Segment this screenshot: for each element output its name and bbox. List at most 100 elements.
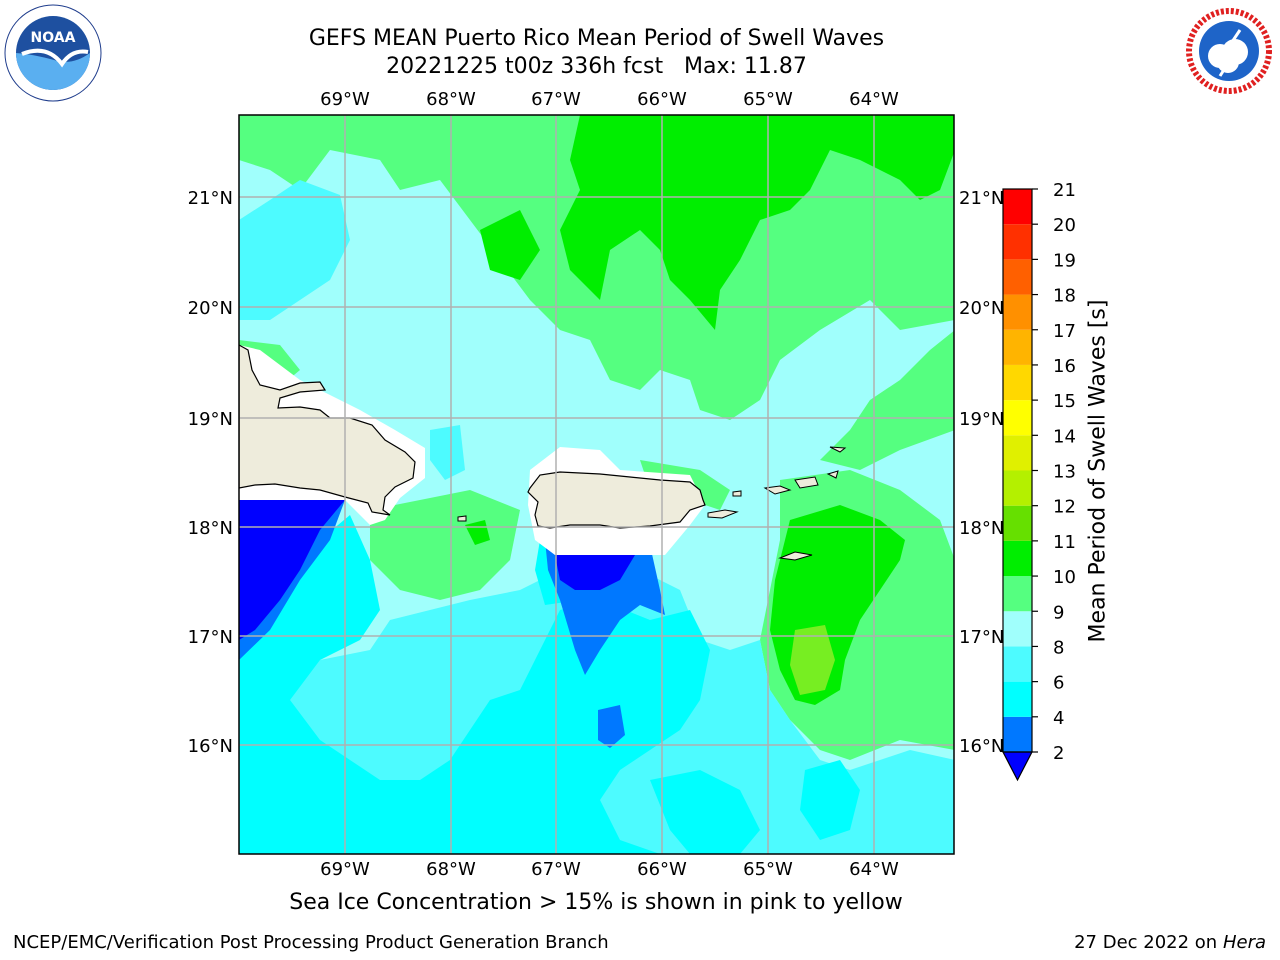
lon-label: 67°W — [531, 859, 581, 880]
colorbar-segment — [1003, 646, 1032, 682]
colorbar-segment — [1003, 716, 1032, 752]
colorbar-segment — [1003, 364, 1032, 401]
contour-fill-8-9 — [430, 425, 465, 480]
land-mona — [457, 515, 467, 522]
colorbar-label: Mean Period of Swell Waves [s] — [1085, 299, 1111, 643]
lat-label: 21°N — [188, 188, 233, 209]
credit-text: NCEP/EMC/Verification Post Processing Pr… — [13, 932, 609, 953]
colorbar-tick-label: 18 — [1053, 286, 1076, 307]
contour-fill-6-8 — [239, 515, 710, 854]
lat-label: 19°N — [188, 409, 233, 430]
lat-label: 20°N — [959, 298, 1004, 319]
contour-fill-10-11 — [370, 490, 520, 600]
sea-ice-note: Sea Ice Concentration > 15% is shown in … — [289, 890, 903, 915]
colorbar-tick-label: 11 — [1053, 532, 1076, 553]
lon-label: 65°W — [743, 859, 793, 880]
contour-fill-11-12 — [480, 210, 540, 280]
lat-label: 16°N — [959, 736, 1004, 757]
lon-label: 68°W — [426, 859, 476, 880]
colorbar-segment — [1003, 681, 1032, 717]
land-virgin-islands — [763, 485, 792, 495]
lat-label: 18°N — [188, 518, 233, 539]
colorbar-tick-label: 8 — [1053, 637, 1064, 658]
colorbar-segment — [1003, 294, 1032, 330]
land-st-croix — [778, 551, 813, 561]
lat-labels-left: 21°N 20°N 19°N 18°N 17°N 16°N — [188, 188, 233, 757]
colorbar-tick-label: 13 — [1053, 462, 1076, 483]
colorbar-tick-label: 21 — [1053, 180, 1076, 201]
noaa-logo-text: NOAA — [31, 30, 76, 46]
date-text: 27 Dec 2022 on Hera — [1074, 932, 1266, 953]
colorbar-tick-label: 6 — [1053, 673, 1064, 694]
contour-fill-6-8 — [800, 760, 860, 840]
noaa-logo: NOAA — [4, 4, 102, 102]
colorbar-tick-label: 20 — [1053, 215, 1076, 236]
lat-label: 19°N — [959, 409, 1004, 430]
colorbar-tick-label: 19 — [1053, 250, 1076, 271]
swell-period-field — [239, 115, 954, 854]
colorbar-tick-label: 12 — [1053, 497, 1076, 518]
map-frame — [238, 114, 955, 855]
colorbar-segment — [1003, 400, 1032, 436]
colorbar-tick-label: 2 — [1053, 743, 1064, 764]
colorbar-segment — [1003, 224, 1032, 260]
land-st-martin — [826, 470, 839, 479]
colorbar-segment — [1003, 329, 1032, 365]
lon-label: 67°W — [531, 89, 581, 110]
lon-labels-top: 69°W 68°W 67°W 66°W 65°W 64°W — [320, 89, 899, 110]
contour-fill-11-12 — [790, 625, 835, 695]
contour-fill-6-8 — [239, 750, 300, 845]
contour-fill-6-8 — [650, 770, 760, 854]
land-culebra — [732, 490, 742, 497]
lat-label: 17°N — [188, 627, 233, 648]
nws-logo — [1183, 5, 1275, 97]
lon-label: 69°W — [320, 89, 370, 110]
lon-label: 66°W — [637, 89, 687, 110]
contour-fill-8-9 — [239, 180, 350, 320]
lon-label: 65°W — [743, 89, 793, 110]
date-value: 27 Dec 2022 on — [1074, 932, 1218, 953]
colorbar-segment — [1003, 470, 1032, 506]
colorbar-tick-label: 17 — [1053, 321, 1076, 342]
colorbar-tick-label: 9 — [1053, 602, 1064, 623]
land-anguilla — [829, 446, 847, 453]
lon-label: 66°W — [637, 859, 687, 880]
colorbar-segment — [1003, 540, 1032, 577]
contour-fill-10-11 — [820, 330, 954, 470]
land-puerto-rico — [527, 471, 706, 529]
lon-labels-bottom: 69°W 68°W 67°W 66°W 65°W 64°W — [320, 859, 899, 880]
lat-labels-right: 21°N 20°N 19°N 18°N 17°N 16°N — [959, 188, 1004, 757]
contour-fill-4-6 — [598, 705, 625, 748]
colorbar-tick-label: 10 — [1053, 567, 1076, 588]
lat-label: 17°N — [959, 627, 1004, 648]
land-vieques — [707, 509, 739, 519]
colorbar-segment — [1003, 576, 1032, 612]
land-virgin-islands — [794, 476, 819, 489]
lon-label: 64°W — [849, 89, 899, 110]
lon-label: 68°W — [426, 89, 476, 110]
colorbar-segment — [1003, 189, 1032, 225]
contour-fill-2-4 — [239, 500, 345, 640]
lat-label: 18°N — [959, 518, 1004, 539]
lat-label: 20°N — [188, 298, 233, 319]
contour-fill-11-12 — [560, 115, 954, 330]
colorbar: 2 4 6 8 9 10 11 12 13 14 15 16 17 18 19 20 21 — [1002, 180, 1076, 782]
lon-label: 64°W — [849, 859, 899, 880]
colorbar-segment — [1003, 505, 1032, 541]
host-name: Hera — [1222, 932, 1266, 953]
lat-label: 16°N — [188, 736, 233, 757]
lat-label: 21°N — [959, 188, 1004, 209]
colorbar-segment — [1003, 435, 1032, 471]
colorbar-extend — [1002, 751, 1033, 782]
colorbar-tick-label: 16 — [1053, 356, 1076, 377]
colorbar-tick-label: 4 — [1053, 708, 1064, 729]
grid-lines — [239, 115, 954, 854]
map-title: GEFS MEAN Puerto Rico Mean Period of Swe… — [308, 26, 885, 51]
map-subtitle: 20221225 t00z 336h fcst Max: 11.87 — [386, 54, 807, 79]
colorbar-tick-label: 15 — [1053, 391, 1076, 412]
lon-label: 69°W — [320, 859, 370, 880]
colorbar-segment — [1003, 259, 1032, 295]
colorbar-tick-label: 14 — [1053, 426, 1076, 447]
land-hispaniola — [239, 344, 416, 516]
